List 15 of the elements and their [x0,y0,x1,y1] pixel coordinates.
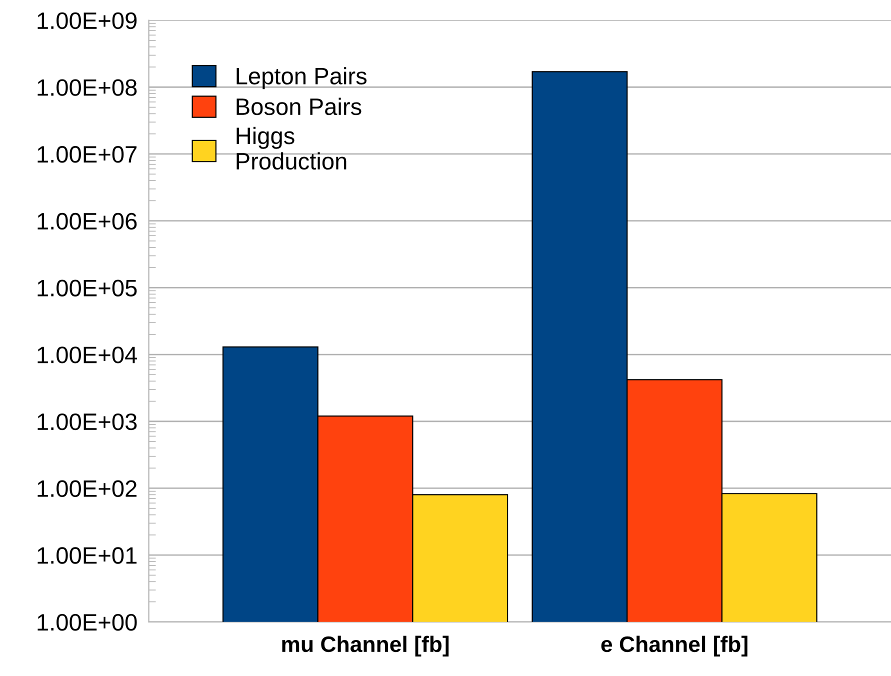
legend-label: Lepton Pairs [236,67,367,90]
y-tick-label: 1.00E+07 [38,146,137,163]
y-tick-label: 1.00E+01 [38,547,137,564]
y-tick-label: 1.00E+05 [38,280,137,296]
y-tick-label: 1.00E+04 [38,346,137,364]
legend-label: Higgs Production [236,126,346,170]
y-tick-label: 1.00E+09 [38,12,137,30]
y-tick-label: 1.00E+03 [38,413,137,430]
y-tick-label: 1.00E+08 [38,79,137,96]
y-tick-label: 1.00E+02 [38,480,137,498]
y-tick-label: 1.00E+06 [38,212,137,230]
y-tick-label: 1.00E+00 [38,614,137,631]
legend-label: Boson Pairs [236,98,362,116]
x-tick-label: e Channel [fb] [601,636,748,657]
x-tick-label: mu Channel [fb] [282,636,449,657]
